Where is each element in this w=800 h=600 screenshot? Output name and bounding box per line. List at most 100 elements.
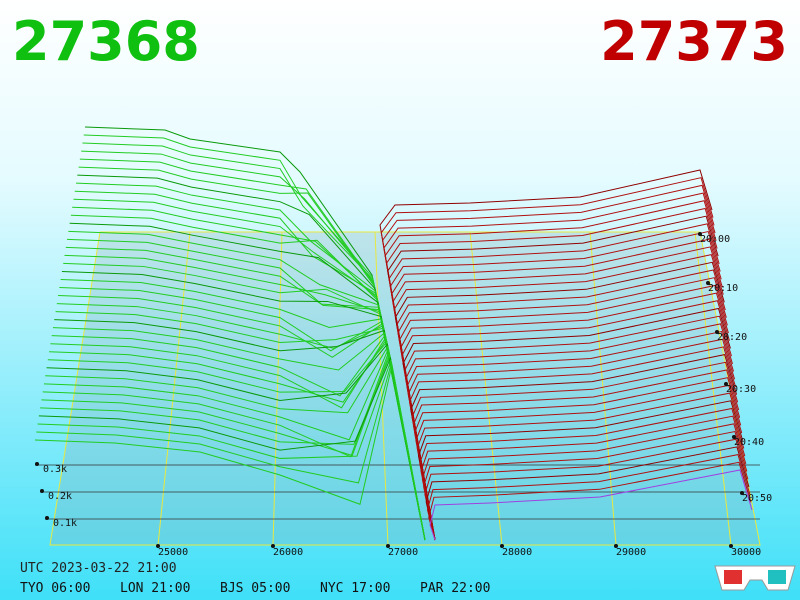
ask-layer bbox=[403, 315, 732, 541]
axis-dot bbox=[386, 544, 390, 548]
ask-layer bbox=[428, 461, 752, 541]
bid-layer bbox=[49, 338, 426, 541]
axis-dot bbox=[715, 330, 719, 334]
time-label: 20:50 bbox=[742, 493, 772, 504]
axis-dot bbox=[500, 544, 504, 548]
bid-layer bbox=[63, 262, 426, 541]
bid-layer bbox=[68, 230, 426, 541]
ask-layer bbox=[393, 254, 724, 541]
bid-layer bbox=[64, 254, 426, 541]
bid-layer bbox=[83, 134, 426, 541]
ask-layer bbox=[384, 200, 717, 541]
bid-layer bbox=[70, 214, 426, 541]
ask-layer bbox=[383, 192, 716, 541]
bid-layer bbox=[56, 303, 426, 541]
bid-layer bbox=[77, 174, 426, 541]
bid-layer bbox=[65, 246, 426, 541]
axis-dot bbox=[740, 491, 744, 495]
ask-layer bbox=[425, 446, 750, 541]
bid-layer bbox=[78, 166, 426, 541]
axis-dot bbox=[156, 544, 160, 548]
glasses-icon bbox=[714, 565, 796, 591]
grid-plane bbox=[35, 231, 761, 546]
axis-dot bbox=[732, 435, 736, 439]
bid-layer bbox=[84, 126, 426, 541]
volume-label: 0.1k bbox=[53, 518, 77, 529]
ask-layer bbox=[420, 415, 746, 541]
bid-layer bbox=[47, 340, 426, 541]
ask-layer bbox=[389, 230, 721, 541]
ask-layer bbox=[394, 261, 725, 541]
zone-time: PAR 22:00 bbox=[420, 581, 490, 596]
ask-layer bbox=[415, 384, 742, 541]
ask-layer bbox=[402, 307, 731, 541]
ask-layer bbox=[407, 338, 736, 541]
ask-layer bbox=[406, 330, 735, 541]
bid-layer bbox=[74, 190, 426, 541]
axis-dot bbox=[706, 281, 710, 285]
axis-dot bbox=[698, 232, 702, 236]
bid-layer bbox=[43, 347, 426, 541]
time-label: 20:20 bbox=[717, 332, 747, 343]
ask-layer bbox=[412, 369, 740, 541]
ask-layer bbox=[410, 354, 738, 541]
ask-layer bbox=[405, 323, 733, 541]
ask-layer bbox=[414, 377, 741, 541]
ask-layer bbox=[419, 407, 745, 541]
ask-layer bbox=[421, 423, 747, 541]
ask-layer bbox=[426, 454, 751, 541]
bid-layer bbox=[81, 150, 426, 541]
zone-time: LON 21:00 bbox=[120, 581, 190, 596]
ask-layer bbox=[387, 215, 719, 541]
bid-layer bbox=[73, 198, 426, 541]
bid-layer bbox=[76, 182, 426, 541]
time-label: 20:40 bbox=[734, 437, 764, 448]
bid-layer bbox=[54, 319, 426, 541]
volume-label: 0.3k bbox=[43, 464, 67, 475]
bid-layer bbox=[34, 364, 426, 541]
ask-layer bbox=[398, 284, 728, 541]
axis-dot bbox=[35, 462, 39, 466]
utc-time: UTC 2023-03-22 21:00 bbox=[20, 561, 177, 576]
time-label: 20:00 bbox=[700, 234, 730, 245]
bid-layer bbox=[58, 295, 426, 541]
price-label: 26000 bbox=[273, 547, 303, 558]
volume-label: 0.2k bbox=[48, 491, 72, 502]
bid-layer bbox=[40, 354, 426, 541]
bid-layer bbox=[72, 206, 426, 541]
price-label: 28000 bbox=[502, 547, 532, 558]
ask-layer bbox=[388, 223, 720, 541]
axis-dot bbox=[724, 382, 728, 386]
ask-layer bbox=[423, 430, 748, 541]
ask-layer bbox=[379, 169, 713, 541]
price-label: 30000 bbox=[731, 547, 761, 558]
bid-price: 27368 bbox=[12, 10, 200, 73]
bid-layer bbox=[37, 358, 426, 541]
price-label: 25000 bbox=[158, 547, 188, 558]
bid-layer bbox=[82, 142, 426, 541]
ask-layer bbox=[399, 292, 729, 541]
axis-dot bbox=[729, 544, 733, 548]
axis-dot bbox=[45, 516, 49, 520]
axis-dot bbox=[271, 544, 275, 548]
zone-time: NYC 17:00 bbox=[320, 581, 390, 596]
axis-dot bbox=[40, 489, 44, 493]
bid-layer bbox=[55, 311, 426, 541]
price-label: 27000 bbox=[388, 547, 418, 558]
ask-layer bbox=[411, 361, 739, 541]
bid-layer bbox=[42, 349, 426, 541]
bid-layer bbox=[41, 351, 426, 541]
bid-layer bbox=[45, 345, 426, 541]
ask-layer bbox=[408, 346, 737, 541]
ask-layer bbox=[396, 269, 726, 541]
ask-layer bbox=[417, 400, 744, 541]
bid-layer bbox=[69, 222, 426, 541]
ask-layer bbox=[401, 300, 730, 541]
ask-layer bbox=[382, 184, 715, 541]
ask-layer bbox=[416, 392, 743, 541]
bid-layer bbox=[61, 270, 426, 541]
bid-layer bbox=[38, 356, 426, 541]
ask-layer bbox=[397, 277, 727, 541]
